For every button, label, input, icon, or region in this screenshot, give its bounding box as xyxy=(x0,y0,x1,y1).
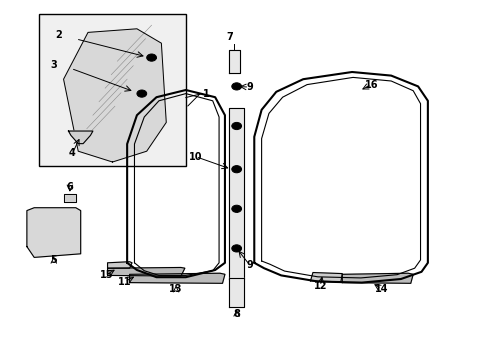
Polygon shape xyxy=(27,208,81,257)
Text: 8: 8 xyxy=(233,309,240,319)
Polygon shape xyxy=(107,267,184,276)
Polygon shape xyxy=(107,262,132,268)
Polygon shape xyxy=(63,194,76,202)
Text: 10: 10 xyxy=(188,152,202,162)
Text: 1: 1 xyxy=(203,89,209,99)
Polygon shape xyxy=(68,131,93,144)
Text: 6: 6 xyxy=(66,182,73,192)
Text: 12: 12 xyxy=(313,281,326,291)
Text: 4: 4 xyxy=(69,148,76,158)
Polygon shape xyxy=(310,273,342,282)
Text: 14: 14 xyxy=(374,284,387,294)
Polygon shape xyxy=(63,29,166,162)
Polygon shape xyxy=(228,50,239,73)
Circle shape xyxy=(146,54,156,61)
Text: 13: 13 xyxy=(169,284,183,294)
Polygon shape xyxy=(228,278,244,307)
Circle shape xyxy=(137,90,146,97)
Text: 3: 3 xyxy=(50,60,57,71)
Bar xyxy=(39,14,185,166)
Polygon shape xyxy=(228,108,244,279)
Circle shape xyxy=(231,245,241,252)
Text: 2: 2 xyxy=(55,30,62,40)
Polygon shape xyxy=(342,273,412,283)
Text: 16: 16 xyxy=(364,80,378,90)
Text: 15: 15 xyxy=(100,270,113,280)
Circle shape xyxy=(231,83,241,90)
Polygon shape xyxy=(129,273,224,283)
Text: 9: 9 xyxy=(245,82,252,92)
Circle shape xyxy=(231,166,241,173)
Text: 11: 11 xyxy=(118,276,131,287)
Text: 7: 7 xyxy=(226,32,233,42)
Circle shape xyxy=(231,122,241,130)
Text: 9: 9 xyxy=(245,260,252,270)
Circle shape xyxy=(231,205,241,212)
Text: 5: 5 xyxy=(50,255,57,265)
